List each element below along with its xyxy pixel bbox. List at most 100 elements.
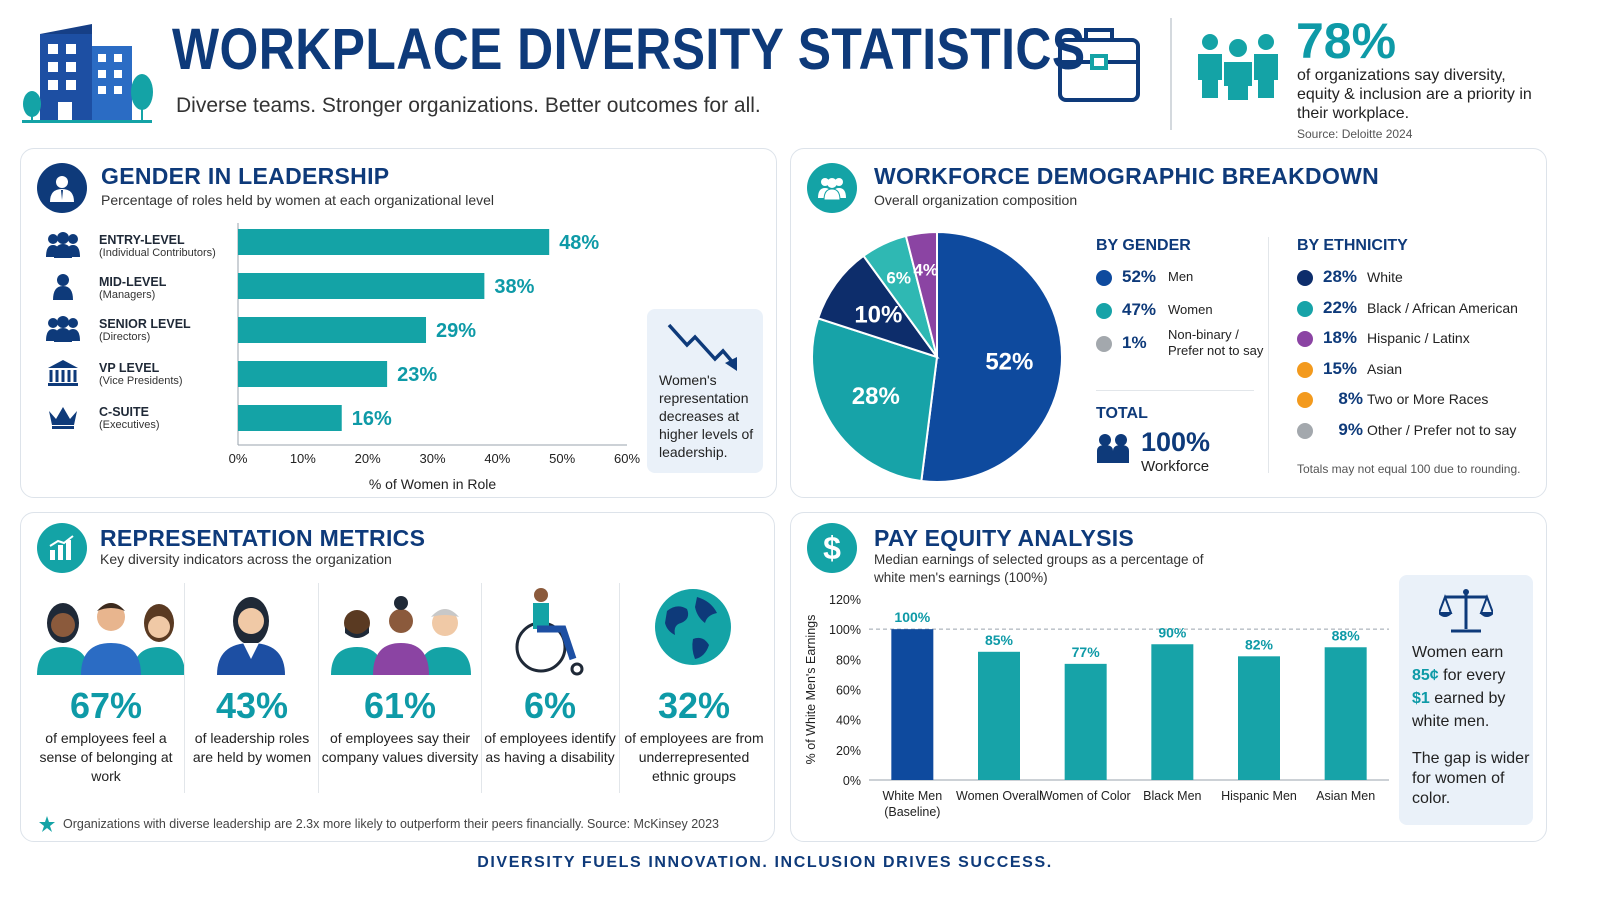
people-circle-icon bbox=[807, 163, 857, 213]
office-building-icon bbox=[22, 24, 153, 123]
leadership-bar-chart: 48% 38% 29% 23%16% 0% 10% 20% 30% 40% 50% 60% % of … bbox=[229, 223, 640, 492]
x-tick-label: 50% bbox=[549, 451, 575, 466]
legend-column-divider bbox=[1268, 237, 1269, 473]
metric-description: of employees are from underrepresented e… bbox=[624, 730, 764, 784]
header-divider bbox=[1170, 18, 1172, 130]
pay-callout-line-3: earned by bbox=[1429, 690, 1506, 707]
x-tick-label: 60% bbox=[614, 451, 640, 466]
diverse-team-illustration bbox=[331, 596, 471, 675]
metric-description: of employees say their company values di… bbox=[321, 730, 479, 765]
metric-description: of employees feel a sense of belonging a… bbox=[39, 730, 173, 784]
pay-callout-cents: 85¢ bbox=[1412, 667, 1439, 684]
pay-bar-value: 88% bbox=[1332, 627, 1361, 643]
legend-pct: 28% bbox=[1323, 267, 1358, 286]
metric-value: 32% bbox=[657, 685, 731, 726]
demographics-footnote: Totals may not equal 100 due to rounding… bbox=[1297, 462, 1521, 476]
y-axis-title: % of White Men's Earnings bbox=[804, 615, 818, 765]
building-columns-icon bbox=[48, 360, 78, 386]
metrics-footnote-source: Source: McKinsey 2023 bbox=[587, 817, 720, 831]
legend-label: Non-binary / Prefer not to say bbox=[1168, 327, 1264, 358]
level-desc: (Managers) bbox=[99, 289, 156, 301]
metric-divider-1 bbox=[184, 583, 185, 793]
level-desc: (Directors) bbox=[99, 331, 151, 343]
header-stat-value: 78% bbox=[1296, 13, 1397, 69]
demographics-title: WORKFORCE DEMOGRAPHIC BREAKDOWN bbox=[874, 163, 1380, 189]
metric-description: of leadership roles are held by women bbox=[192, 730, 312, 765]
legend-dot bbox=[1297, 300, 1313, 317]
pie-slice bbox=[904, 230, 938, 358]
trend-down-icon bbox=[667, 323, 737, 371]
legend-pct: 47% bbox=[1122, 300, 1157, 319]
metric-divider-2 bbox=[318, 583, 319, 793]
pie-slice-label: 52% bbox=[985, 349, 1033, 376]
pie-slice-label: 4% bbox=[913, 261, 938, 280]
bar-value-label: 16% bbox=[352, 408, 392, 430]
header-stat-text: of organizations say diversity, equity &… bbox=[1297, 67, 1532, 122]
person-icon bbox=[53, 274, 73, 300]
y-tick-label: 60% bbox=[836, 684, 861, 698]
y-tick-label: 80% bbox=[836, 653, 861, 667]
metrics-title: REPRESENTATION METRICS bbox=[100, 525, 426, 551]
pay-callout-gap-text: The gap is wider for women of color. bbox=[1412, 750, 1530, 807]
star-icon bbox=[39, 816, 55, 832]
level-name: MID-LEVEL bbox=[99, 275, 167, 289]
briefcase-icon bbox=[1058, 28, 1140, 102]
page-subtitle: Diverse teams. Stronger organizations. B… bbox=[176, 94, 761, 117]
legend-dot bbox=[1297, 270, 1313, 286]
pie-slice-label: 6% bbox=[886, 269, 911, 288]
metric-value: 61% bbox=[363, 685, 437, 726]
level-desc: (Vice Presidents) bbox=[99, 375, 183, 387]
legend-pct: 1% bbox=[1122, 333, 1147, 352]
pay-bar-value: 100% bbox=[894, 609, 930, 625]
pay-bar-value: 85% bbox=[985, 632, 1014, 648]
by-ethnicity-title: BY ETHNICITY bbox=[1297, 237, 1408, 254]
metrics-subtitle: Key diversity indicators across the orga… bbox=[100, 551, 392, 567]
bar-chart-icon bbox=[37, 523, 87, 573]
legend-pct: 22% bbox=[1323, 297, 1358, 317]
metric-description: of employees identify as having a disabi… bbox=[484, 730, 616, 765]
y-tick-label: 120% bbox=[829, 593, 861, 607]
metrics-panel: REPRESENTATION METRICS Key diversity ind… bbox=[20, 512, 775, 842]
pay-bar bbox=[1324, 647, 1367, 780]
group-icon bbox=[46, 232, 80, 258]
pay-bar-value: 90% bbox=[1158, 624, 1187, 640]
crown-icon bbox=[49, 407, 77, 429]
legend-dot bbox=[1096, 336, 1112, 352]
legend-dot bbox=[1096, 270, 1112, 286]
balance-scale-icon bbox=[1439, 589, 1493, 633]
x-tick-label: 40% bbox=[484, 451, 510, 466]
x-category-label: White Men bbox=[882, 789, 942, 803]
pay-callout-line-4: white men. bbox=[1412, 713, 1490, 730]
bar-value-label: 48% bbox=[559, 232, 599, 254]
legend-dot bbox=[1096, 303, 1112, 319]
legend-label: Other / Prefer not to say bbox=[1367, 421, 1517, 438]
pay-bar bbox=[978, 651, 1020, 780]
legend-label: Two or More Races bbox=[1367, 391, 1489, 407]
pay-bar bbox=[1064, 663, 1107, 780]
legend-label: White bbox=[1367, 269, 1403, 285]
bar-c-suite bbox=[238, 405, 342, 431]
pay-bar-value: 77% bbox=[1072, 644, 1101, 660]
legend-label: Women bbox=[1168, 302, 1213, 317]
pay-bar bbox=[1238, 656, 1280, 780]
pie-slice bbox=[920, 230, 1063, 483]
level-name: SENIOR LEVEL bbox=[99, 317, 191, 331]
legend-pct: 18% bbox=[1323, 328, 1358, 347]
legend-dot bbox=[1297, 331, 1313, 347]
metric-value: 6% bbox=[523, 685, 577, 726]
total-label: Workforce bbox=[1141, 458, 1210, 475]
x-tick-label: 20% bbox=[355, 451, 381, 466]
x-category-label: Women Overall bbox=[956, 789, 1042, 803]
pay-bar-value: 82% bbox=[1245, 636, 1274, 652]
pay-equity-subtitle-2: white men's earnings (100%) bbox=[874, 570, 1048, 585]
legend-dot bbox=[1297, 392, 1313, 408]
dollar-icon: $ bbox=[807, 523, 857, 573]
x-category-label: Women of Color bbox=[1041, 789, 1131, 803]
pay-bar bbox=[1151, 644, 1194, 780]
metric-value: 67% bbox=[69, 685, 143, 726]
legend-pct: 8% bbox=[1338, 389, 1363, 408]
total-value: 100% bbox=[1141, 427, 1211, 457]
legend-label: Men bbox=[1168, 269, 1194, 284]
leadership-callout: Women's representation decreases at high… bbox=[647, 309, 763, 473]
pay-callout-text: Women earn 85¢ for every $1 earned by wh… bbox=[1412, 641, 1528, 733]
